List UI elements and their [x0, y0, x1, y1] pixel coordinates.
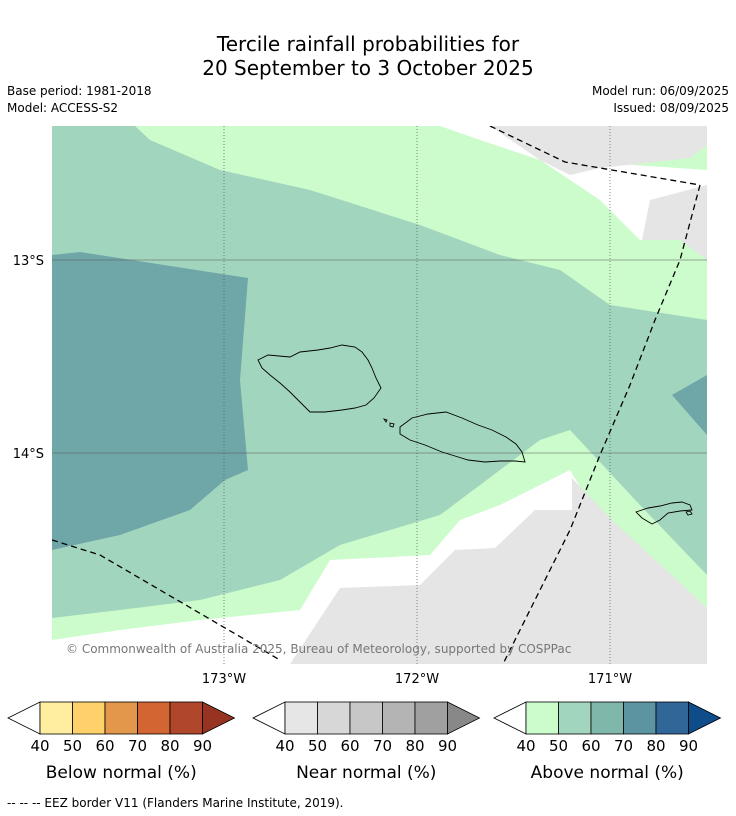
below-legend-swatch-1 — [72, 701, 106, 735]
above-legend-title: Above normal (%) — [531, 763, 684, 783]
region-above-70-east — [672, 375, 707, 435]
above-legend-swatch-4 — [655, 701, 689, 735]
island-upolu — [399, 411, 526, 463]
above-legend-tick-70: 70 — [614, 737, 633, 755]
eez-footnote: -- -- -- EEZ border V11 (Flanders Marine… — [7, 796, 344, 810]
below-legend-left-arrow — [7, 701, 41, 735]
near-legend-swatch-2 — [349, 701, 383, 735]
below-legend-tick-40: 40 — [30, 737, 49, 755]
eez-borders — [52, 126, 701, 664]
base-period: Base period: 1981-2018 — [7, 84, 152, 98]
coastlines — [257, 344, 693, 525]
eez-line-east — [502, 184, 701, 664]
chart-title-line1: Tercile rainfall probabilities for — [216, 32, 520, 56]
map-gridlines — [52, 126, 707, 664]
island-apolima — [389, 422, 395, 428]
region-above-70-west — [52, 252, 248, 550]
chart-title-line2: 20 September to 3 October 2025 — [202, 56, 534, 80]
above-legend-left-arrow — [493, 701, 527, 735]
eez-line-southwest — [52, 539, 281, 661]
near-legend-swatch-3 — [382, 701, 416, 735]
map-copyright: © Commonwealth of Australia 2025, Bureau… — [66, 642, 571, 656]
below-legend-right-arrow — [202, 701, 236, 735]
near-legend-tick-40: 40 — [275, 737, 294, 755]
below-legend-tick-80: 80 — [160, 737, 179, 755]
island-manono — [382, 418, 388, 423]
issued-date: Issued: 08/09/2025 — [613, 101, 729, 115]
region-no-signal-top — [378, 126, 707, 240]
above-legend-swatch-3 — [623, 701, 657, 735]
near-legend-title: Near normal (%) — [296, 763, 436, 783]
eez-line-north — [489, 126, 701, 186]
above-legend-tick-90: 90 — [679, 737, 698, 755]
island-aunuu — [685, 510, 693, 516]
lon-label-171w: 171°W — [588, 672, 632, 687]
lon-label-172w: 172°W — [395, 672, 439, 687]
lat-label-14s: 14°S — [13, 447, 44, 462]
near-legend-tick-80: 80 — [405, 737, 424, 755]
below-legend-tick-60: 60 — [95, 737, 114, 755]
lat-label-13s: 13°S — [13, 254, 44, 269]
island-tutuila — [635, 501, 693, 525]
meta-left: Base period: 1981-2018 Model: ACCESS-S2 — [7, 83, 152, 117]
above-legend-right-arrow — [688, 701, 722, 735]
near-legend-tick-60: 60 — [340, 737, 359, 755]
below-legend-tick-70: 70 — [128, 737, 147, 755]
legend-below-normal: 40 50 60 70 80 90 Below normal (%) — [7, 701, 236, 783]
map-panel: © Commonwealth of Australia 2025, Bureau… — [52, 126, 707, 664]
above-legend-swatch-2 — [590, 701, 624, 735]
below-legend-swatch-2 — [104, 701, 138, 735]
legend-above-normal: 40 50 60 70 80 90 Above normal (%) — [493, 701, 722, 783]
below-legend-swatch-4 — [169, 701, 203, 735]
near-legend-right-arrow — [447, 701, 481, 735]
near-legend-tick-90: 90 — [438, 737, 457, 755]
region-above-60 — [52, 126, 707, 618]
near-legend-tick-70: 70 — [373, 737, 392, 755]
region-near-normal-bottom — [290, 478, 707, 664]
above-legend-tick-60: 60 — [581, 737, 600, 755]
lon-label-173w: 173°W — [202, 672, 246, 687]
near-legend-swatch-0 — [284, 701, 318, 735]
near-legend-swatch-4 — [414, 701, 448, 735]
near-legend-left-arrow — [252, 701, 286, 735]
below-legend-swatch-0 — [39, 701, 73, 735]
above-legend-swatch-0 — [525, 701, 559, 735]
near-legend-tick-50: 50 — [308, 737, 327, 755]
above-legend-tick-80: 80 — [646, 737, 665, 755]
island-savaii — [257, 344, 382, 413]
model-name: Model: ACCESS-S2 — [7, 101, 119, 115]
model-run: Model run: 06/09/2025 — [591, 84, 729, 98]
region-near-normal-top-right — [490, 126, 707, 175]
below-legend-swatch-3 — [137, 701, 171, 735]
region-near-normal-right — [642, 185, 707, 260]
near-legend-swatch-1 — [317, 701, 351, 735]
below-legend-title: Below normal (%) — [46, 763, 197, 783]
below-legend-tick-90: 90 — [193, 737, 212, 755]
above-legend-swatch-1 — [558, 701, 592, 735]
above-legend-tick-40: 40 — [516, 737, 535, 755]
below-legend-tick-50: 50 — [63, 737, 82, 755]
above-legend-tick-50: 50 — [549, 737, 568, 755]
meta-right: Model run: 06/09/2025 Issued: 08/09/2025 — [592, 83, 729, 117]
